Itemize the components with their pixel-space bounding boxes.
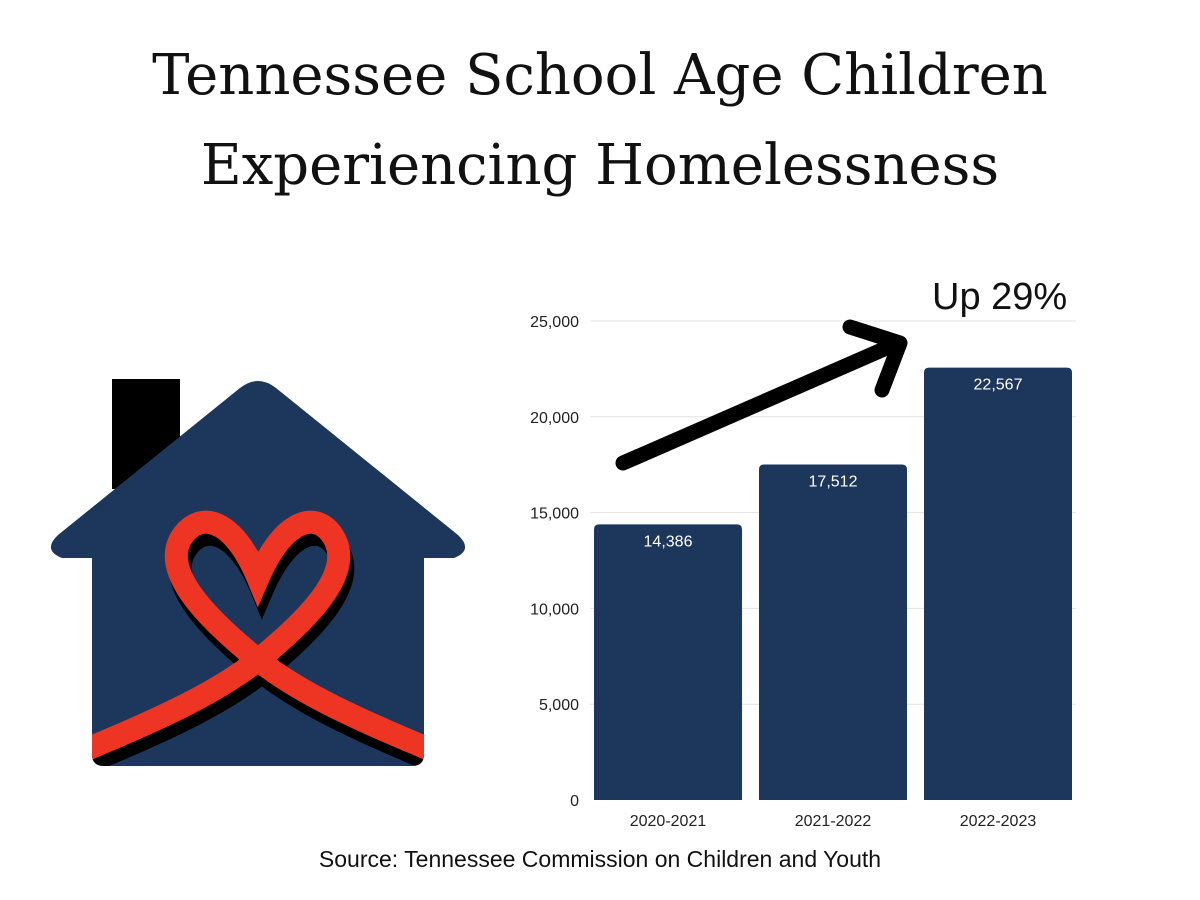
bar-chart: 0 5,000 10,000 15,000 20,000 25,000 14,386 2020… [530,314,1076,830]
y-tick-label: 20,000 [530,410,579,427]
title-line-2: Experiencing Homelessness [200,133,1000,198]
growth-annotation: Up 29% [932,276,1068,318]
y-tick-label: 0 [570,793,579,810]
y-tick-label: 10,000 [530,601,579,618]
bar-data-label: 14,386 [644,533,693,550]
bar-data-label: 17,512 [809,473,858,490]
source-note: Source: Tennessee Commission on Children… [318,846,882,872]
x-tick-label: 2022-2023 [960,813,1037,830]
title-line-1: Tennessee School Age Children [152,43,1048,108]
bar [594,524,742,800]
arrow-up-right-icon [615,319,908,471]
y-tick-label: 5,000 [539,697,579,714]
bar [759,464,907,800]
y-tick-label: 15,000 [530,506,579,523]
y-tick-label: 25,000 [530,314,579,331]
bar-data-label: 22,567 [974,377,1023,394]
x-tick-label: 2021-2022 [795,813,872,830]
x-tick-label: 2020-2021 [630,813,707,830]
bar [924,367,1072,800]
ribbon-heart [68,510,448,764]
